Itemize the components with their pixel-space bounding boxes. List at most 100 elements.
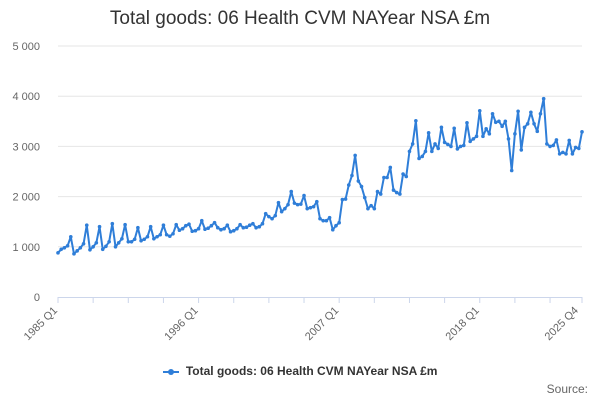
data-point[interactable] bbox=[541, 96, 546, 101]
data-point[interactable] bbox=[161, 223, 166, 228]
data-point[interactable] bbox=[538, 111, 543, 116]
data-point[interactable] bbox=[120, 236, 124, 241]
data-point[interactable] bbox=[433, 142, 437, 146]
data-point[interactable] bbox=[375, 189, 380, 194]
data-point[interactable] bbox=[263, 211, 268, 216]
data-point[interactable] bbox=[557, 152, 562, 156]
data-point[interactable] bbox=[81, 241, 86, 246]
data-point[interactable] bbox=[503, 119, 508, 124]
data-point[interactable] bbox=[62, 246, 67, 250]
data-point[interactable] bbox=[164, 232, 169, 237]
data-point[interactable] bbox=[78, 246, 83, 250]
data-point[interactable] bbox=[155, 234, 159, 239]
data-point[interactable] bbox=[506, 137, 511, 141]
data-point[interactable] bbox=[267, 214, 271, 219]
data-point[interactable] bbox=[532, 122, 536, 126]
data-point[interactable] bbox=[136, 225, 140, 230]
data-point[interactable] bbox=[126, 239, 131, 244]
data-point[interactable] bbox=[356, 179, 361, 183]
data-point[interactable] bbox=[65, 243, 70, 248]
data-point[interactable] bbox=[401, 172, 405, 176]
legend[interactable]: Total goods: 06 Health CVM NAYear NSA £m bbox=[0, 364, 600, 378]
data-point[interactable] bbox=[366, 206, 370, 211]
data-point[interactable] bbox=[551, 143, 556, 148]
data-point[interactable] bbox=[244, 225, 249, 230]
data-point[interactable] bbox=[369, 203, 373, 208]
data-point[interactable] bbox=[490, 111, 495, 116]
data-point[interactable] bbox=[554, 138, 559, 142]
data-point[interactable] bbox=[260, 221, 265, 226]
data-point[interactable] bbox=[564, 152, 568, 156]
data-point[interactable] bbox=[561, 150, 565, 155]
data-point[interactable] bbox=[410, 142, 415, 146]
data-point[interactable] bbox=[398, 192, 402, 196]
data-point[interactable] bbox=[346, 183, 351, 187]
data-point[interactable] bbox=[97, 224, 102, 229]
data-point[interactable] bbox=[110, 221, 115, 226]
data-point[interactable] bbox=[468, 139, 472, 144]
data-point[interactable] bbox=[484, 127, 488, 131]
data-point[interactable] bbox=[254, 225, 258, 230]
data-point[interactable] bbox=[350, 173, 354, 178]
data-point[interactable] bbox=[72, 252, 76, 256]
data-point[interactable] bbox=[116, 240, 121, 245]
data-point[interactable] bbox=[129, 239, 134, 244]
data-point[interactable] bbox=[465, 121, 469, 125]
data-point[interactable] bbox=[177, 228, 182, 233]
data-point[interactable] bbox=[455, 147, 460, 151]
data-point[interactable] bbox=[548, 144, 552, 149]
data-point[interactable] bbox=[219, 227, 223, 232]
data-point[interactable] bbox=[474, 134, 479, 139]
data-point[interactable] bbox=[417, 156, 421, 161]
data-point[interactable] bbox=[525, 122, 530, 126]
data-point[interactable] bbox=[388, 165, 393, 170]
data-point[interactable] bbox=[139, 238, 143, 243]
data-point[interactable] bbox=[330, 227, 335, 232]
data-point[interactable] bbox=[75, 249, 79, 253]
data-point[interactable] bbox=[257, 224, 262, 229]
data-point[interactable] bbox=[500, 124, 504, 129]
data-point[interactable] bbox=[487, 132, 492, 136]
data-point[interactable] bbox=[324, 218, 329, 223]
data-point[interactable] bbox=[145, 234, 150, 239]
data-point[interactable] bbox=[193, 228, 198, 233]
data-point[interactable] bbox=[378, 192, 383, 196]
data-point[interactable] bbox=[148, 224, 153, 229]
data-point[interactable] bbox=[509, 168, 514, 173]
data-point[interactable] bbox=[215, 225, 220, 230]
data-point[interactable] bbox=[497, 119, 501, 124]
data-point[interactable] bbox=[471, 137, 476, 141]
data-point[interactable] bbox=[251, 221, 255, 226]
data-point[interactable] bbox=[171, 231, 175, 236]
data-point[interactable] bbox=[334, 223, 338, 228]
data-point[interactable] bbox=[423, 149, 428, 154]
data-point[interactable] bbox=[308, 205, 313, 210]
data-point[interactable] bbox=[516, 109, 520, 114]
data-point[interactable] bbox=[59, 247, 63, 252]
data-point[interactable] bbox=[273, 213, 278, 218]
data-point[interactable] bbox=[225, 223, 230, 228]
data-point[interactable] bbox=[286, 202, 290, 207]
data-point[interactable] bbox=[567, 138, 572, 143]
data-point[interactable] bbox=[420, 154, 425, 159]
data-point[interactable] bbox=[318, 216, 322, 221]
data-point[interactable] bbox=[493, 120, 498, 125]
data-point[interactable] bbox=[458, 144, 463, 149]
data-point[interactable] bbox=[132, 237, 137, 242]
data-point[interactable] bbox=[535, 129, 540, 134]
data-point[interactable] bbox=[382, 175, 386, 180]
data-point[interactable] bbox=[430, 149, 434, 154]
data-point[interactable] bbox=[327, 215, 332, 220]
data-point[interactable] bbox=[302, 193, 306, 198]
data-point[interactable] bbox=[196, 226, 201, 231]
data-point[interactable] bbox=[529, 110, 533, 115]
data-point[interactable] bbox=[461, 143, 466, 148]
data-point[interactable] bbox=[283, 206, 287, 211]
data-point[interactable] bbox=[180, 226, 185, 231]
data-point[interactable] bbox=[56, 251, 60, 255]
data-point[interactable] bbox=[100, 247, 105, 252]
data-point[interactable] bbox=[68, 234, 73, 239]
data-point[interactable] bbox=[152, 236, 156, 241]
data-point[interactable] bbox=[184, 223, 188, 228]
data-point[interactable] bbox=[573, 145, 578, 150]
